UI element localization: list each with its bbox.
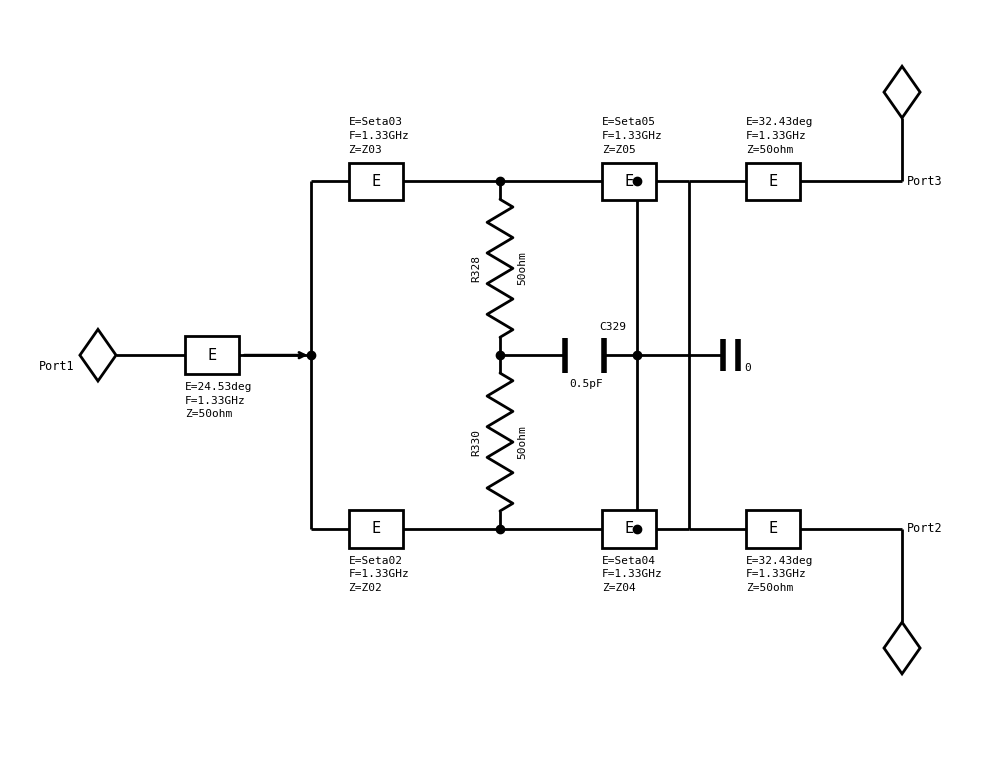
Text: 0: 0 xyxy=(744,363,751,373)
Text: Port1: Port1 xyxy=(39,360,75,373)
Text: 50ohm: 50ohm xyxy=(517,252,527,285)
Polygon shape xyxy=(884,66,920,118)
Text: Port3: Port3 xyxy=(907,175,943,188)
Bar xyxy=(746,510,800,548)
Text: E: E xyxy=(371,521,380,537)
Bar xyxy=(602,510,656,548)
Text: C329: C329 xyxy=(599,321,626,332)
Text: E=24.53deg
F=1.33GHz
Z=50ohm: E=24.53deg F=1.33GHz Z=50ohm xyxy=(185,382,252,420)
Text: E: E xyxy=(371,174,380,189)
Text: E: E xyxy=(624,174,634,189)
Text: 50ohm: 50ohm xyxy=(517,425,527,459)
Polygon shape xyxy=(80,329,116,381)
Text: E: E xyxy=(208,347,217,363)
Text: R330: R330 xyxy=(471,429,481,455)
Text: E: E xyxy=(768,174,778,189)
Text: E=Seta04
F=1.33GHz
Z=Z04: E=Seta04 F=1.33GHz Z=Z04 xyxy=(602,556,663,593)
Text: E=32.43deg
F=1.33GHz
Z=50ohm: E=32.43deg F=1.33GHz Z=50ohm xyxy=(746,118,813,154)
Text: E=Seta03
F=1.33GHz
Z=Z03: E=Seta03 F=1.33GHz Z=Z03 xyxy=(349,118,409,154)
Polygon shape xyxy=(884,622,920,674)
Bar xyxy=(349,510,403,548)
Bar xyxy=(349,163,403,201)
Text: R328: R328 xyxy=(471,255,481,282)
Text: E: E xyxy=(768,521,778,537)
Text: E=Seta05
F=1.33GHz
Z=Z05: E=Seta05 F=1.33GHz Z=Z05 xyxy=(602,118,663,154)
Text: Port2: Port2 xyxy=(907,522,943,535)
Text: E=Seta02
F=1.33GHz
Z=Z02: E=Seta02 F=1.33GHz Z=Z02 xyxy=(349,556,409,593)
Text: E=32.43deg
F=1.33GHz
Z=50ohm: E=32.43deg F=1.33GHz Z=50ohm xyxy=(746,556,813,593)
Bar xyxy=(746,163,800,201)
Bar xyxy=(602,163,656,201)
Bar xyxy=(185,337,239,374)
Text: E: E xyxy=(624,521,634,537)
Text: 0.5pF: 0.5pF xyxy=(569,378,603,388)
